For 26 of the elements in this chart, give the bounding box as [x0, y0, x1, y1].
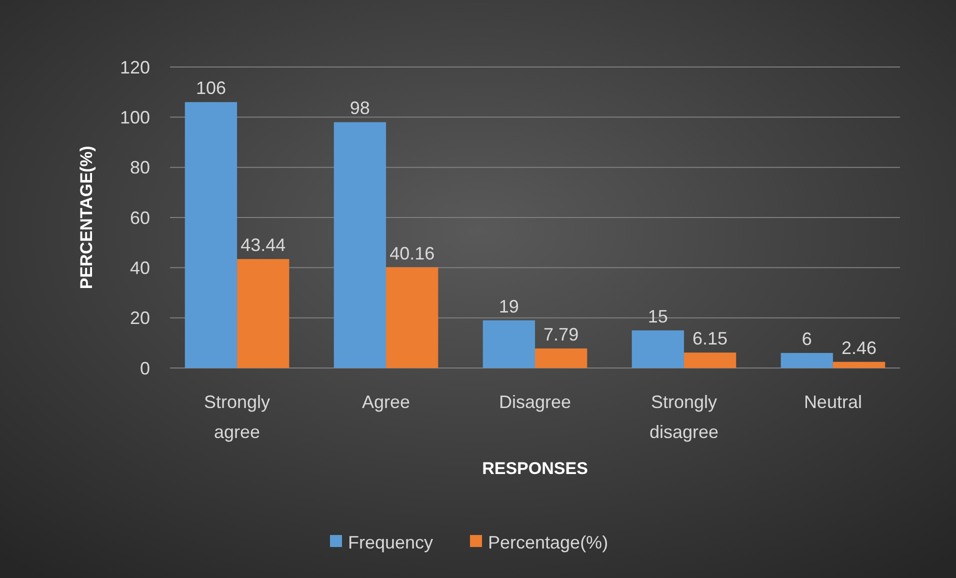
data-label: 19	[498, 296, 519, 316]
y-tick-label: 80	[130, 158, 150, 178]
y-tick-label: 0	[140, 358, 150, 378]
legend-label: Frequency	[348, 532, 434, 552]
y-tick-label: 40	[130, 258, 150, 278]
data-label: 2.46	[842, 338, 877, 358]
data-label: 7.79	[544, 324, 579, 344]
x-axis-title: RESPONSES	[482, 459, 588, 478]
data-label: 106	[196, 78, 226, 98]
data-label: 6.15	[692, 328, 728, 349]
data-label: 98	[350, 98, 370, 118]
x-tick-label: Disagree	[498, 392, 572, 412]
legend-label: Percentage(%)	[488, 532, 608, 552]
y-axis-title: PERCENTAGE(%)	[77, 146, 96, 290]
x-tick-label: Strongly agree	[204, 392, 270, 442]
y-tick-label: 120	[120, 57, 150, 78]
y-tick-label: 20	[130, 308, 150, 328]
x-tick-label: Strongly disagree	[649, 392, 719, 442]
y-tick-label: 60	[130, 208, 150, 228]
data-label: 6	[802, 328, 812, 349]
data-label: 43.44	[240, 235, 286, 256]
y-tick-label: 100	[120, 107, 150, 128]
data-label: 40.16	[390, 243, 435, 264]
data-label: 15	[648, 306, 668, 326]
x-tick-label: Neutral	[804, 392, 862, 412]
x-tick-label: Agree	[362, 392, 410, 412]
